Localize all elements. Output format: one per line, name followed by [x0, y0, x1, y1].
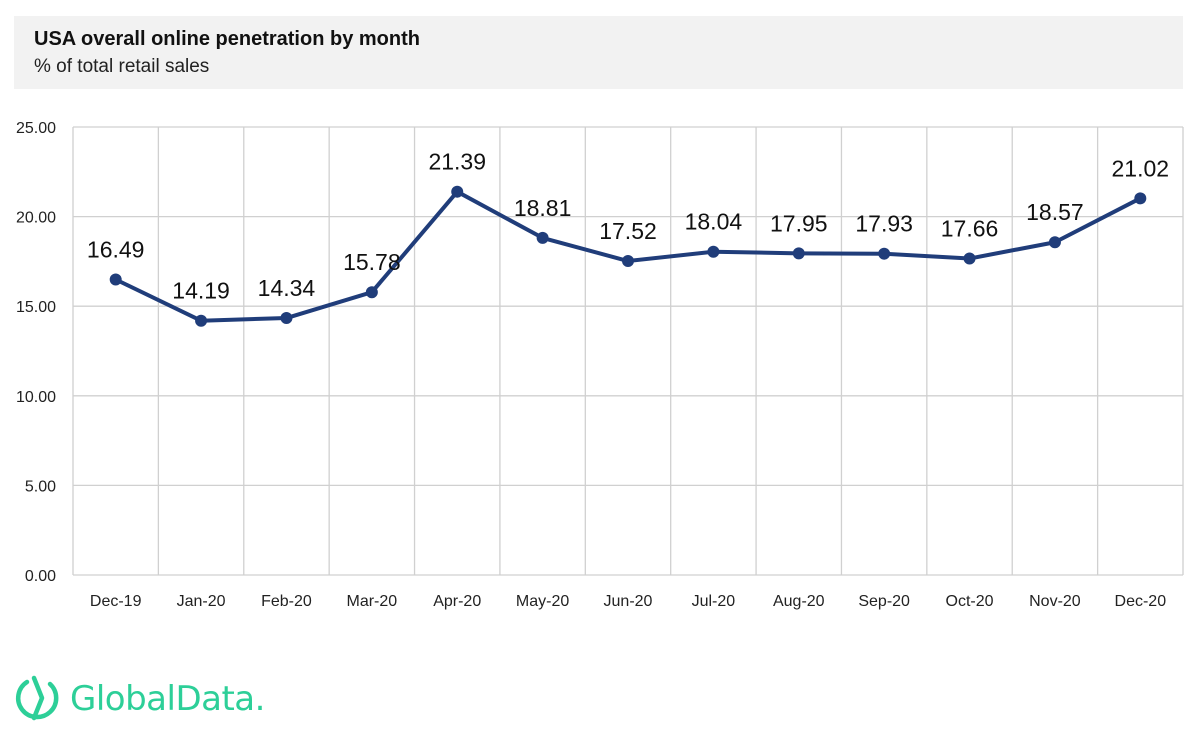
data-label: 17.93	[855, 211, 913, 237]
line-chart: 0.00 5.00 10.00 15.00 20.00 25.00 Dec-19 Jan-20…	[16, 120, 1184, 610]
globaldata-logo-icon	[16, 675, 59, 721]
data-point	[451, 185, 464, 198]
x-tick-label: Jun-20	[604, 593, 653, 610]
x-tick-label: Dec-20	[1115, 593, 1167, 610]
x-tick-label: May-20	[516, 593, 569, 610]
x-tick-label: Oct-20	[946, 593, 994, 610]
globaldata-logo-text: GlobalData.	[70, 679, 265, 719]
data-label: 21.02	[1112, 155, 1170, 181]
data-point	[1134, 192, 1147, 205]
data-point	[622, 255, 634, 268]
x-tick-label: Jan-20	[177, 593, 226, 610]
y-tick-label: 0.00	[25, 568, 56, 585]
data-label: 15.78	[343, 249, 401, 275]
x-tick-label: Mar-20	[347, 593, 398, 610]
y-tick-label: 25.00	[16, 120, 56, 137]
x-tick-label: Jul-20	[692, 593, 736, 610]
data-label: 17.95	[770, 210, 828, 236]
x-tick-label: Sep-20	[858, 593, 910, 610]
data-label: 18.57	[1026, 199, 1084, 225]
chart-header: USA overall online penetration by month …	[14, 16, 1183, 89]
data-label: 17.66	[941, 216, 999, 242]
x-tick-label: Aug-20	[773, 593, 825, 610]
data-label: 16.49	[87, 236, 145, 262]
data-point	[878, 247, 891, 260]
data-label: 14.19	[172, 278, 230, 304]
x-tick-label: Feb-20	[261, 593, 312, 610]
data-point	[365, 286, 378, 299]
x-tick-label: Apr-20	[433, 593, 481, 610]
data-label: 17.52	[599, 218, 657, 244]
data-label: 21.39	[428, 149, 486, 175]
y-tick-label: 20.00	[16, 210, 56, 227]
x-tick-label: Dec-19	[90, 593, 142, 610]
data-point	[963, 252, 976, 265]
data-point	[280, 312, 293, 325]
data-point	[536, 231, 549, 244]
x-tick-label: Nov-20	[1029, 593, 1081, 610]
y-tick-label: 5.00	[25, 478, 56, 495]
data-label: 18.81	[514, 195, 572, 221]
chart-title: USA overall online penetration by month	[34, 28, 420, 50]
globaldata-logo: GlobalData.	[14, 674, 265, 724]
chart-subtitle: % of total retail sales	[34, 56, 210, 77]
data-point	[707, 245, 720, 258]
data-point	[1048, 236, 1061, 249]
y-tick-label: 10.00	[16, 389, 56, 406]
y-tick-label: 15.00	[16, 299, 56, 316]
data-point	[195, 314, 208, 327]
data-point	[792, 247, 805, 260]
data-label: 18.04	[685, 209, 743, 235]
data-label: 14.34	[258, 275, 316, 301]
data-point	[109, 273, 122, 286]
